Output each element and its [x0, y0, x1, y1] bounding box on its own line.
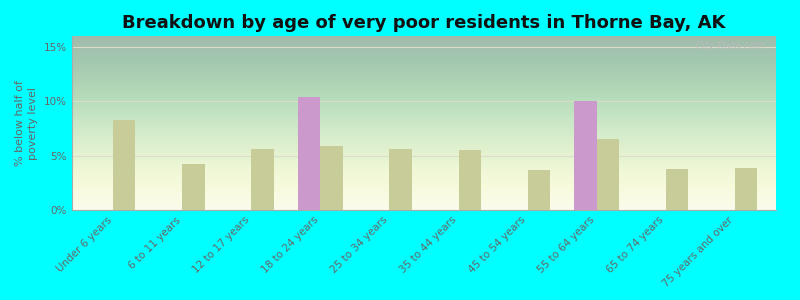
- Bar: [182, 164, 205, 210]
- Bar: [734, 168, 757, 210]
- Title: Breakdown by age of very poor residents in Thorne Bay, AK: Breakdown by age of very poor residents …: [122, 14, 726, 32]
- Bar: [114, 120, 135, 210]
- Y-axis label: % below half of
poverty level: % below half of poverty level: [15, 80, 38, 166]
- Bar: [390, 149, 411, 210]
- Bar: [298, 97, 321, 210]
- Bar: [321, 146, 342, 210]
- Text: City-Data.com: City-Data.com: [696, 41, 766, 51]
- Bar: [458, 150, 481, 210]
- Bar: [527, 170, 550, 210]
- Bar: [597, 139, 618, 210]
- Bar: [251, 149, 274, 210]
- Bar: [666, 169, 688, 210]
- Bar: [574, 101, 597, 210]
